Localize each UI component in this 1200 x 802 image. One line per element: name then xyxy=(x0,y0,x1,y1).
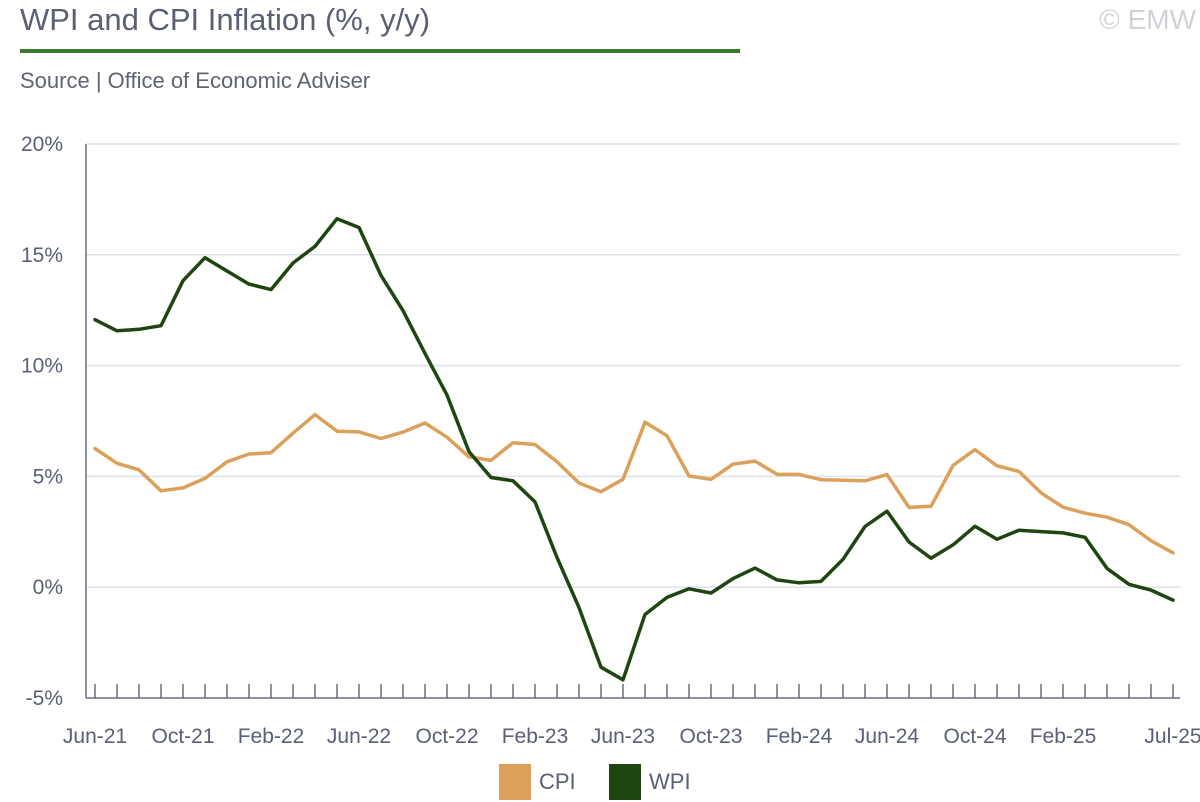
copyright-mark: © EMW xyxy=(1099,4,1196,35)
line-chart: -5%0%5%10%15%20% Jun-21 Oct-21 Feb-22 Jun-2… xyxy=(21,133,1200,748)
x-tick-label: Oct-22 xyxy=(415,725,478,748)
x-tick-label: Feb-24 xyxy=(766,725,833,748)
y-tick-label: 5% xyxy=(33,465,63,488)
x-tick-label: Jun-23 xyxy=(591,725,655,748)
legend: CPI WPI xyxy=(0,762,1200,802)
y-tick-label: 20% xyxy=(21,133,63,156)
legend-swatch-cpi xyxy=(499,764,531,800)
x-tick-label: Feb-25 xyxy=(1030,725,1097,748)
y-tick-label: 10% xyxy=(21,355,63,378)
legend-label-cpi: CPI xyxy=(539,769,576,794)
legend-item-wpi[interactable]: WPI xyxy=(609,764,691,800)
chart-title: WPI and CPI Inflation (%, y/y) xyxy=(20,2,431,37)
y-tick-label: 15% xyxy=(21,244,63,267)
y-tick-labels: -5% 0% 5% 10% 15% 20% xyxy=(21,133,63,710)
series-line-cpi xyxy=(93,412,1175,555)
x-tick-label: Feb-23 xyxy=(502,725,569,748)
y-tick-label: 0% xyxy=(33,576,63,599)
grid-lines xyxy=(86,143,1180,588)
series-lines xyxy=(93,216,1175,682)
axes xyxy=(85,144,1180,699)
y-tick-label: -5% xyxy=(26,687,63,710)
x-tick-label: Oct-24 xyxy=(943,725,1006,748)
x-tick-label: Jun-24 xyxy=(855,725,920,748)
series-line-wpi xyxy=(93,216,1175,682)
x-tick-label: Oct-23 xyxy=(679,725,742,748)
x-tick-labels: Jun-21 Oct-21 Feb-22 Jun-22 Oct-22 Feb-23 Jun-… xyxy=(63,725,1200,748)
x-tick-label: Oct-21 xyxy=(151,725,214,748)
x-tick-label: Feb-22 xyxy=(238,725,305,748)
legend-label-wpi: WPI xyxy=(649,769,691,794)
legend-item-cpi[interactable]: CPI xyxy=(499,764,576,800)
x-tick-label: Jun-21 xyxy=(63,725,127,748)
x-tick-label: Jun-22 xyxy=(327,725,391,748)
x-tick-label: Jul-25 xyxy=(1144,725,1200,748)
source-note: Source | Office of Economic Adviser xyxy=(20,68,371,93)
title-underline xyxy=(20,49,740,53)
legend-swatch-wpi xyxy=(609,764,641,800)
